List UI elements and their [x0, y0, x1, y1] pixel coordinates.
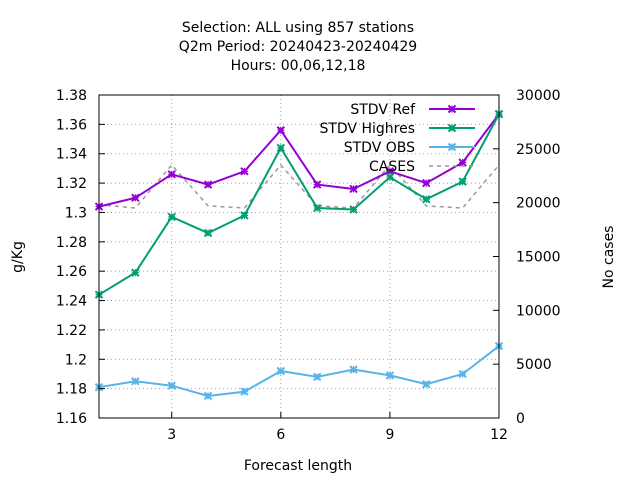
data-point-stdv-obs: [203, 391, 213, 401]
series-line-stdv-obs: [98, 345, 500, 398]
data-point-stdv-obs: [240, 387, 249, 396]
legend-label-stdv-obs: STDV OBS: [344, 140, 415, 156]
y2-tick-label: 5000: [516, 357, 552, 373]
chart-title-line-2: Q2m Period: 20240423-20240429: [179, 39, 417, 55]
y2-tick-label: 0: [516, 411, 525, 427]
data-point-stdv-highres: [312, 203, 322, 213]
data-point-stdv-obs: [131, 377, 140, 386]
x-tick-label: 9: [385, 427, 394, 443]
grid: [99, 95, 500, 418]
data-point-stdv-highres: [349, 205, 358, 214]
x-tick-label: 3: [167, 427, 176, 443]
data-point-stdv-obs: [422, 380, 431, 389]
x-axis-label: Forecast length: [244, 458, 352, 474]
legend-marker-stdv-highres: [447, 123, 457, 133]
data-point-stdv-obs: [276, 366, 286, 376]
data-point-stdv-highres: [131, 268, 140, 277]
y-tick-label: 1.16: [56, 411, 87, 427]
data-point-stdv-highres: [422, 195, 431, 204]
x-tick-label: 12: [490, 427, 508, 443]
y-tick-label: 1.18: [56, 382, 87, 398]
y-tick-label: 1.34: [56, 147, 87, 163]
data-point-stdv-ref: [349, 184, 358, 194]
y-tick-label: 1.22: [56, 323, 87, 339]
data-point-stdv-ref: [458, 158, 467, 167]
data-point-stdv-highres: [385, 173, 395, 182]
series-line-stdv-ref: [98, 113, 500, 208]
y-tick-label: 1.2: [65, 352, 87, 368]
data-point-stdv-highres: [276, 143, 286, 153]
y2-axis-label: No cases: [601, 226, 617, 289]
series-layer: [94, 109, 504, 401]
chart-title-line-1: Selection: ALL using 857 stations: [182, 20, 414, 36]
legend-marker-stdv-ref: [447, 104, 457, 114]
series-line-stdv-highres: [98, 113, 500, 296]
chart-title-line-3: Hours: 00,06,12,18: [231, 58, 366, 74]
legend-label-stdv-highres: STDV Highres: [319, 121, 415, 137]
y-tick-label: 1.28: [56, 235, 87, 251]
data-point-stdv-obs: [385, 371, 395, 380]
data-point-stdv-ref: [240, 167, 249, 176]
y-tick-label: 1.36: [56, 117, 87, 133]
data-point-stdv-ref: [422, 178, 431, 188]
data-point-stdv-obs: [312, 372, 322, 382]
data-point-stdv-ref: [131, 193, 140, 202]
data-point-stdv-ref: [167, 170, 176, 179]
legend-label-stdv-ref: STDV Ref: [350, 102, 416, 118]
title-block: Selection: ALL using 857 stations Q2m Pe…: [179, 20, 417, 74]
ticks: 3 6 9 12 1.16 1.18 1.2 1.22 1.24 1.26 1.28 1.3 1.32 1…: [56, 88, 561, 443]
y-axis-label: g/Kg: [10, 241, 26, 273]
legend-label-cases: CASES: [369, 159, 415, 175]
data-point-stdv-ref: [203, 180, 213, 189]
data-point-stdv-obs: [167, 381, 176, 390]
data-point-stdv-obs: [349, 365, 358, 374]
series-line-cases: [98, 163, 500, 209]
plot-frame: [98, 94, 500, 419]
y2-tick-label: 30000: [516, 88, 561, 104]
legend-marker-stdv-obs: [447, 142, 457, 152]
data-point-stdv-ref: [276, 126, 286, 135]
data-point-stdv-highres: [458, 177, 467, 186]
data-point-stdv-highres: [240, 211, 249, 220]
y2-tick-label: 20000: [516, 196, 561, 212]
data-point-stdv-ref: [312, 180, 322, 189]
y-tick-label: 1.38: [56, 88, 87, 104]
y-tick-label: 1.24: [56, 294, 87, 310]
y-tick-label: 1.32: [56, 176, 87, 192]
data-point-stdv-obs: [458, 369, 467, 379]
y2-tick-label: 15000: [516, 250, 561, 266]
legend: STDV Ref STDV Highres STDV OBS CASES: [319, 102, 475, 175]
data-point-stdv-highres: [167, 212, 176, 222]
data-point-stdv-highres: [203, 228, 213, 238]
y2-tick-label: 25000: [516, 142, 561, 158]
y-tick-label: 1.26: [56, 264, 87, 280]
y-tick-label: 1.3: [65, 205, 87, 221]
y2-tick-label: 10000: [516, 303, 561, 319]
x-tick-label: 6: [276, 427, 285, 443]
